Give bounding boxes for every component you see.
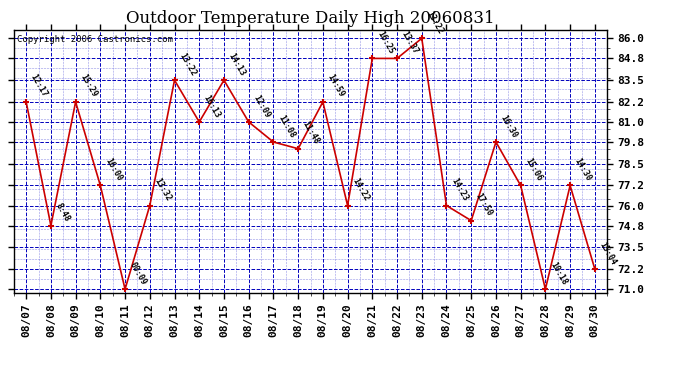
Text: 16:00: 16:00 bbox=[103, 157, 124, 183]
Title: Outdoor Temperature Daily High 20060831: Outdoor Temperature Daily High 20060831 bbox=[126, 10, 495, 27]
Text: 14:30: 14:30 bbox=[573, 157, 593, 183]
Text: 13:22: 13:22 bbox=[177, 51, 197, 77]
Text: 13:22: 13:22 bbox=[424, 9, 445, 36]
Text: 15:29: 15:29 bbox=[79, 73, 99, 99]
Text: 16:30: 16:30 bbox=[499, 113, 519, 139]
Text: 12:17: 12:17 bbox=[29, 73, 49, 99]
Text: 8:48: 8:48 bbox=[54, 201, 72, 223]
Text: 15:04: 15:04 bbox=[598, 240, 618, 266]
Text: 16:25: 16:25 bbox=[375, 30, 395, 56]
Text: 15:06: 15:06 bbox=[524, 157, 544, 183]
Text: 12:09: 12:09 bbox=[251, 93, 272, 119]
Text: 14:13: 14:13 bbox=[227, 51, 247, 77]
Text: Copyright 2006 Castronics.com: Copyright 2006 Castronics.com bbox=[17, 35, 172, 44]
Text: 11:08: 11:08 bbox=[276, 113, 297, 139]
Text: 17:50: 17:50 bbox=[474, 192, 494, 218]
Text: 10:18: 10:18 bbox=[548, 260, 569, 286]
Text: 14:22: 14:22 bbox=[351, 177, 371, 203]
Text: 11:48: 11:48 bbox=[301, 120, 322, 146]
Text: 16:13: 16:13 bbox=[202, 93, 222, 119]
Text: 00:09: 00:09 bbox=[128, 260, 148, 286]
Text: 14:23: 14:23 bbox=[449, 177, 470, 203]
Text: 14:59: 14:59 bbox=[326, 73, 346, 99]
Text: 13:37: 13:37 bbox=[400, 30, 420, 56]
Text: 13:32: 13:32 bbox=[152, 177, 173, 203]
